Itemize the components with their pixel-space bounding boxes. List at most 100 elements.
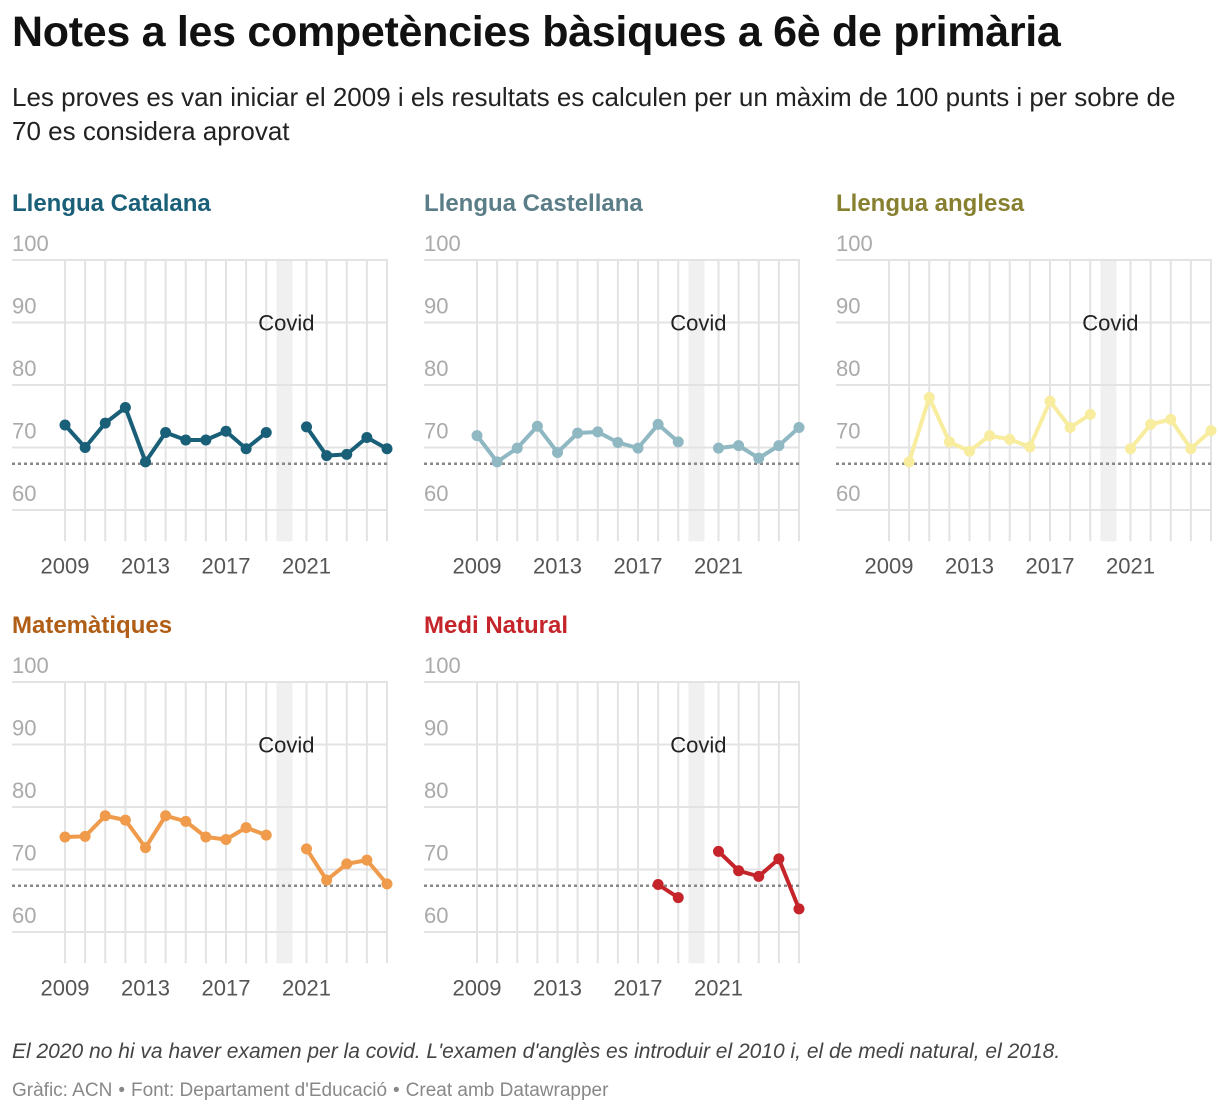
data-point — [753, 452, 765, 464]
x-tick-label: 2017 — [614, 975, 663, 1000]
y-tick-label: 80 — [836, 356, 860, 381]
data-point — [240, 822, 252, 834]
data-point — [1044, 395, 1056, 407]
data-point — [592, 426, 604, 438]
data-point — [471, 430, 483, 442]
x-tick-label: 2021 — [1106, 553, 1155, 578]
data-point — [793, 422, 805, 433]
data-point — [119, 402, 131, 413]
small-multiples-charts: Llengua Catalana 100 90 80 70 60 Covid 2009 2013… — [12, 190, 1217, 1000]
x-tick-label: 2009 — [453, 553, 502, 578]
data-point — [140, 456, 151, 468]
data-point — [713, 442, 724, 454]
data-point — [160, 810, 172, 822]
x-tick-label: 2013 — [945, 553, 994, 578]
data-point — [59, 419, 71, 431]
data-point — [321, 874, 333, 886]
byline-source: Font: Departament d'Educació — [130, 1080, 388, 1101]
data-point — [180, 434, 192, 446]
x-tick-label: 2009 — [41, 553, 90, 578]
x-tick-label: 2021 — [282, 975, 331, 1000]
covid-label: Covid — [1082, 311, 1138, 336]
y-tick-label: 60 — [12, 903, 36, 928]
data-point — [1084, 408, 1096, 420]
covid-label: Covid — [670, 733, 726, 758]
data-point — [572, 427, 584, 439]
y-tick-label: 60 — [836, 481, 860, 506]
y-tick-label: 80 — [12, 356, 36, 381]
data-point — [1024, 441, 1036, 453]
data-point — [773, 440, 785, 452]
data-point — [301, 843, 312, 855]
data-point — [672, 436, 684, 448]
covid-label: Covid — [258, 311, 314, 336]
data-point — [1125, 443, 1136, 455]
covid-label: Covid — [258, 733, 314, 758]
panel-title: Medi Natural — [424, 612, 568, 639]
chart-byline: Gràfic: ACN • Font: Departament d'Educació… — [12, 1080, 608, 1102]
panel-title: Matemàtiques — [12, 612, 172, 639]
x-tick-label: 2009 — [41, 975, 90, 1000]
data-point — [260, 829, 272, 841]
data-point — [923, 392, 935, 403]
x-tick-label: 2013 — [533, 975, 582, 1000]
y-tick-label: 100 — [836, 231, 873, 256]
data-point — [119, 814, 131, 826]
chart-subtitle: Les proves es van iniciar el 2009 i els … — [12, 82, 1176, 146]
y-tick-label: 100 — [12, 653, 49, 678]
data-point — [652, 418, 664, 430]
y-tick-label: 100 — [12, 231, 49, 256]
data-point — [220, 425, 232, 437]
data-point — [672, 892, 684, 904]
series-line — [907, 395, 1093, 464]
data-point — [632, 442, 644, 454]
byline-tool: Creat amb Datawrapper — [405, 1080, 609, 1101]
panel-title: Llengua Castellana — [424, 190, 643, 217]
y-tick-label: 70 — [836, 419, 860, 444]
y-tick-label: 60 — [424, 903, 448, 928]
chart-panel: Matemàtiques 100 90 80 70 60 Covid 2009 2013 2017… — [12, 612, 393, 1000]
data-point — [733, 865, 745, 877]
x-tick-label: 2013 — [121, 975, 170, 1000]
data-point — [964, 445, 975, 457]
data-point — [180, 815, 192, 827]
data-point — [200, 434, 212, 446]
y-tick-label: 70 — [12, 841, 36, 866]
x-tick-label: 2013 — [121, 553, 170, 578]
y-tick-label: 90 — [12, 716, 36, 741]
data-point — [79, 830, 91, 842]
panel-title: Llengua Catalana — [12, 190, 211, 217]
data-point — [943, 436, 955, 448]
data-point — [200, 831, 212, 843]
x-tick-label: 2009 — [453, 975, 502, 1000]
data-point — [652, 879, 664, 890]
data-point — [240, 443, 252, 455]
data-point — [552, 447, 563, 458]
x-tick-label: 2017 — [202, 975, 251, 1000]
y-tick-label: 70 — [424, 419, 448, 444]
data-point — [773, 853, 785, 865]
data-point — [733, 440, 745, 452]
data-point — [612, 437, 624, 448]
chart-title: Notes a les competències bàsiques a 6è d… — [12, 8, 1061, 56]
chart-panel: Llengua Castellana 100 90 80 70 60 Covid 2009 20… — [424, 190, 805, 578]
data-point — [903, 456, 915, 468]
covid-band — [276, 682, 293, 964]
data-point — [321, 450, 333, 462]
y-tick-label: 70 — [424, 841, 448, 866]
data-point — [220, 834, 232, 845]
y-tick-label: 90 — [12, 294, 36, 319]
covid-band — [688, 682, 705, 964]
data-point — [301, 421, 312, 433]
data-point — [713, 845, 724, 857]
data-point — [793, 903, 805, 915]
data-point — [381, 443, 393, 455]
covid-band — [276, 260, 293, 542]
data-point — [99, 417, 111, 429]
data-point — [1004, 433, 1016, 445]
data-point — [984, 430, 996, 442]
y-tick-label: 70 — [12, 419, 36, 444]
chart-panel: Medi Natural 100 90 80 70 60 Covid 2009 2013 2017… — [424, 612, 805, 1000]
data-point — [1165, 413, 1177, 425]
data-point — [59, 831, 71, 843]
